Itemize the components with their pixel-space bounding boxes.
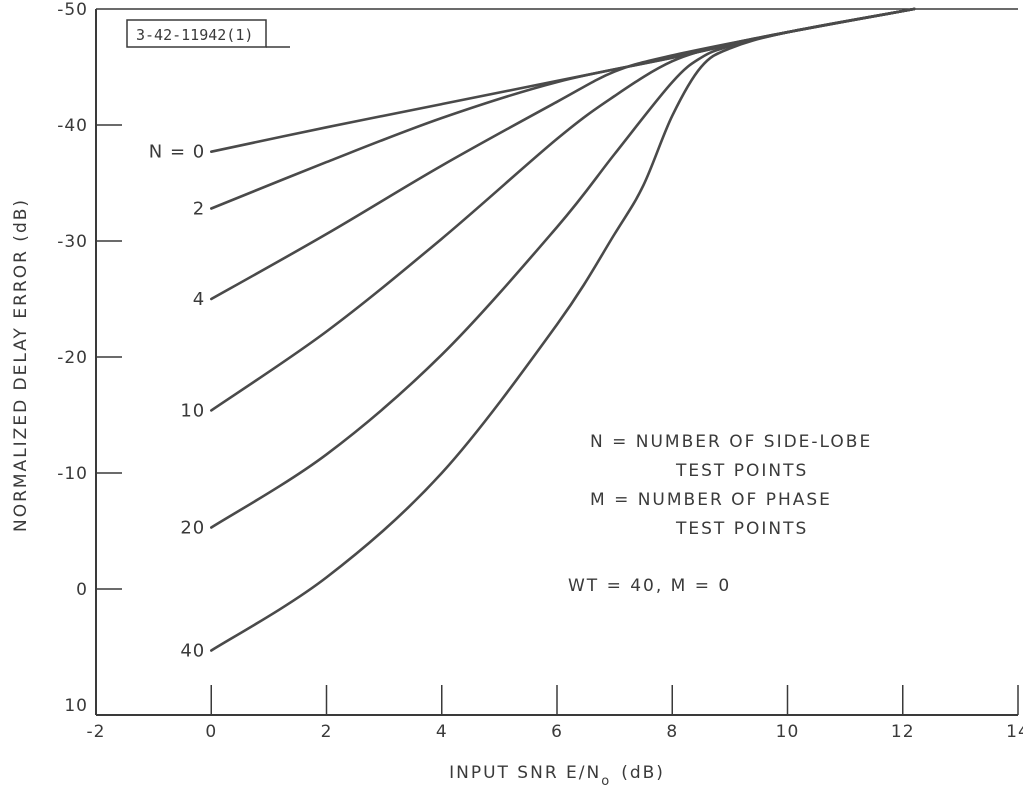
x-tick-label: 12 <box>891 722 915 742</box>
x-tick-label: 0 <box>205 722 217 742</box>
curve-label: 2 <box>193 199 205 220</box>
x-tick-label: 2 <box>321 722 333 742</box>
curve-line <box>210 7 916 210</box>
x-tick-label: 14 <box>1006 722 1023 742</box>
curve-line <box>210 7 916 301</box>
curve-label: N = 0 <box>149 142 205 163</box>
curve-line <box>210 7 916 652</box>
y-tick-label: -10 <box>57 464 88 484</box>
x-axis-title-unit: (dB) <box>621 763 665 783</box>
x-tick-label: 10 <box>776 722 800 742</box>
annotation-n-definition-line2: TEST POINTS <box>675 461 808 481</box>
curve-labels: N = 0 2 4 10 20 40 <box>149 142 205 662</box>
x-axis-title-main: INPUT SNR E/N <box>449 763 601 783</box>
curve-label: 4 <box>193 289 205 310</box>
x-axis-title-subscript: o <box>601 774 611 789</box>
annotation-m-definition-line1: M = NUMBER OF PHASE <box>590 490 832 510</box>
y-tick-label: 0 <box>76 580 88 600</box>
curve-line <box>210 7 916 412</box>
y-tick-label: -20 <box>57 348 88 368</box>
y-tick-label: -50 <box>57 0 88 20</box>
annotation-m-definition-line2: TEST POINTS <box>675 519 808 539</box>
x-tick-label: -2 <box>87 722 106 742</box>
doc-id-box <box>126 19 267 48</box>
curve-label: 40 <box>180 640 205 661</box>
y-tick-label: -40 <box>57 116 88 136</box>
x-tick-label: 8 <box>666 722 678 742</box>
curve-label: 10 <box>180 400 205 421</box>
x-tick-label: 6 <box>551 722 563 742</box>
curve-label: 20 <box>180 518 205 539</box>
annotation-n-definition-line1: N = NUMBER OF SIDE-LOBE <box>590 432 872 452</box>
y-tick-label: 10 <box>64 696 88 716</box>
x-tick-label: 4 <box>436 722 448 742</box>
curves <box>210 7 916 652</box>
doc-id: 3-42-11942(1) <box>136 26 253 44</box>
annotation-parameters: WT = 40, M = 0 <box>568 576 731 596</box>
y-axis-title: NORMALIZED DELAY ERROR (dB) <box>11 198 31 532</box>
y-tick-label: -30 <box>57 232 88 252</box>
x-axis-title: INPUT SNR E/No (dB) <box>449 763 665 789</box>
